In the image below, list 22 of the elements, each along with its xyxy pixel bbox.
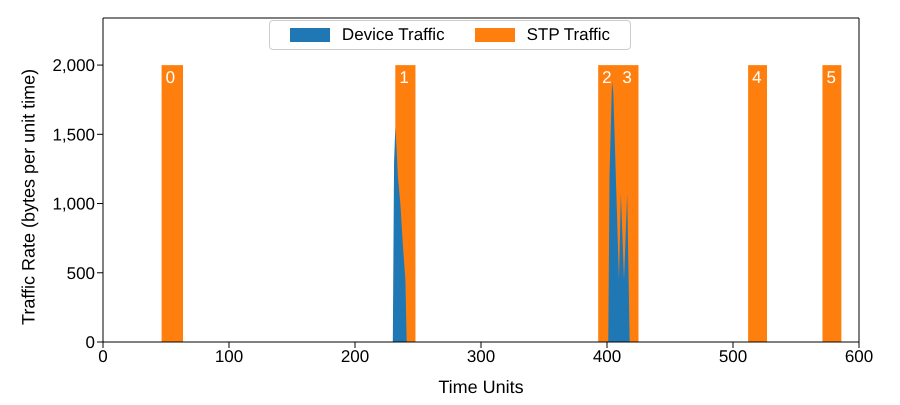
x-tick-label: 400 [592,347,622,366]
y-tick-label: 1,000 [52,194,95,214]
legend-label: Device Traffic [342,25,445,45]
x-tick-label: 100 [214,347,244,366]
annotation: 0 [166,68,176,88]
x-tick-label: 600 [844,347,874,366]
y-tick-label: 1,500 [52,125,95,144]
annotation: 4 [752,68,762,88]
x-axis-title: Time Units [438,377,524,397]
x-tick-label: 0 [98,347,108,366]
annotation: 3 [622,68,632,88]
y-axis-title: Traffic Rate (bytes per unit time) [18,68,38,325]
annotation: 2 [602,68,612,88]
annotation: 5 [826,68,836,88]
y-tick-label: 0 [86,333,95,352]
y-tick-label: 500 [66,264,95,283]
x-tick-label: 200 [340,347,370,366]
legend-label: STP Traffic [526,25,610,45]
annotation: 1 [399,68,409,88]
y-tick-label: 2,000 [52,56,95,76]
x-tick-label: 300 [466,347,496,366]
x-tick-label: 500 [718,347,748,366]
